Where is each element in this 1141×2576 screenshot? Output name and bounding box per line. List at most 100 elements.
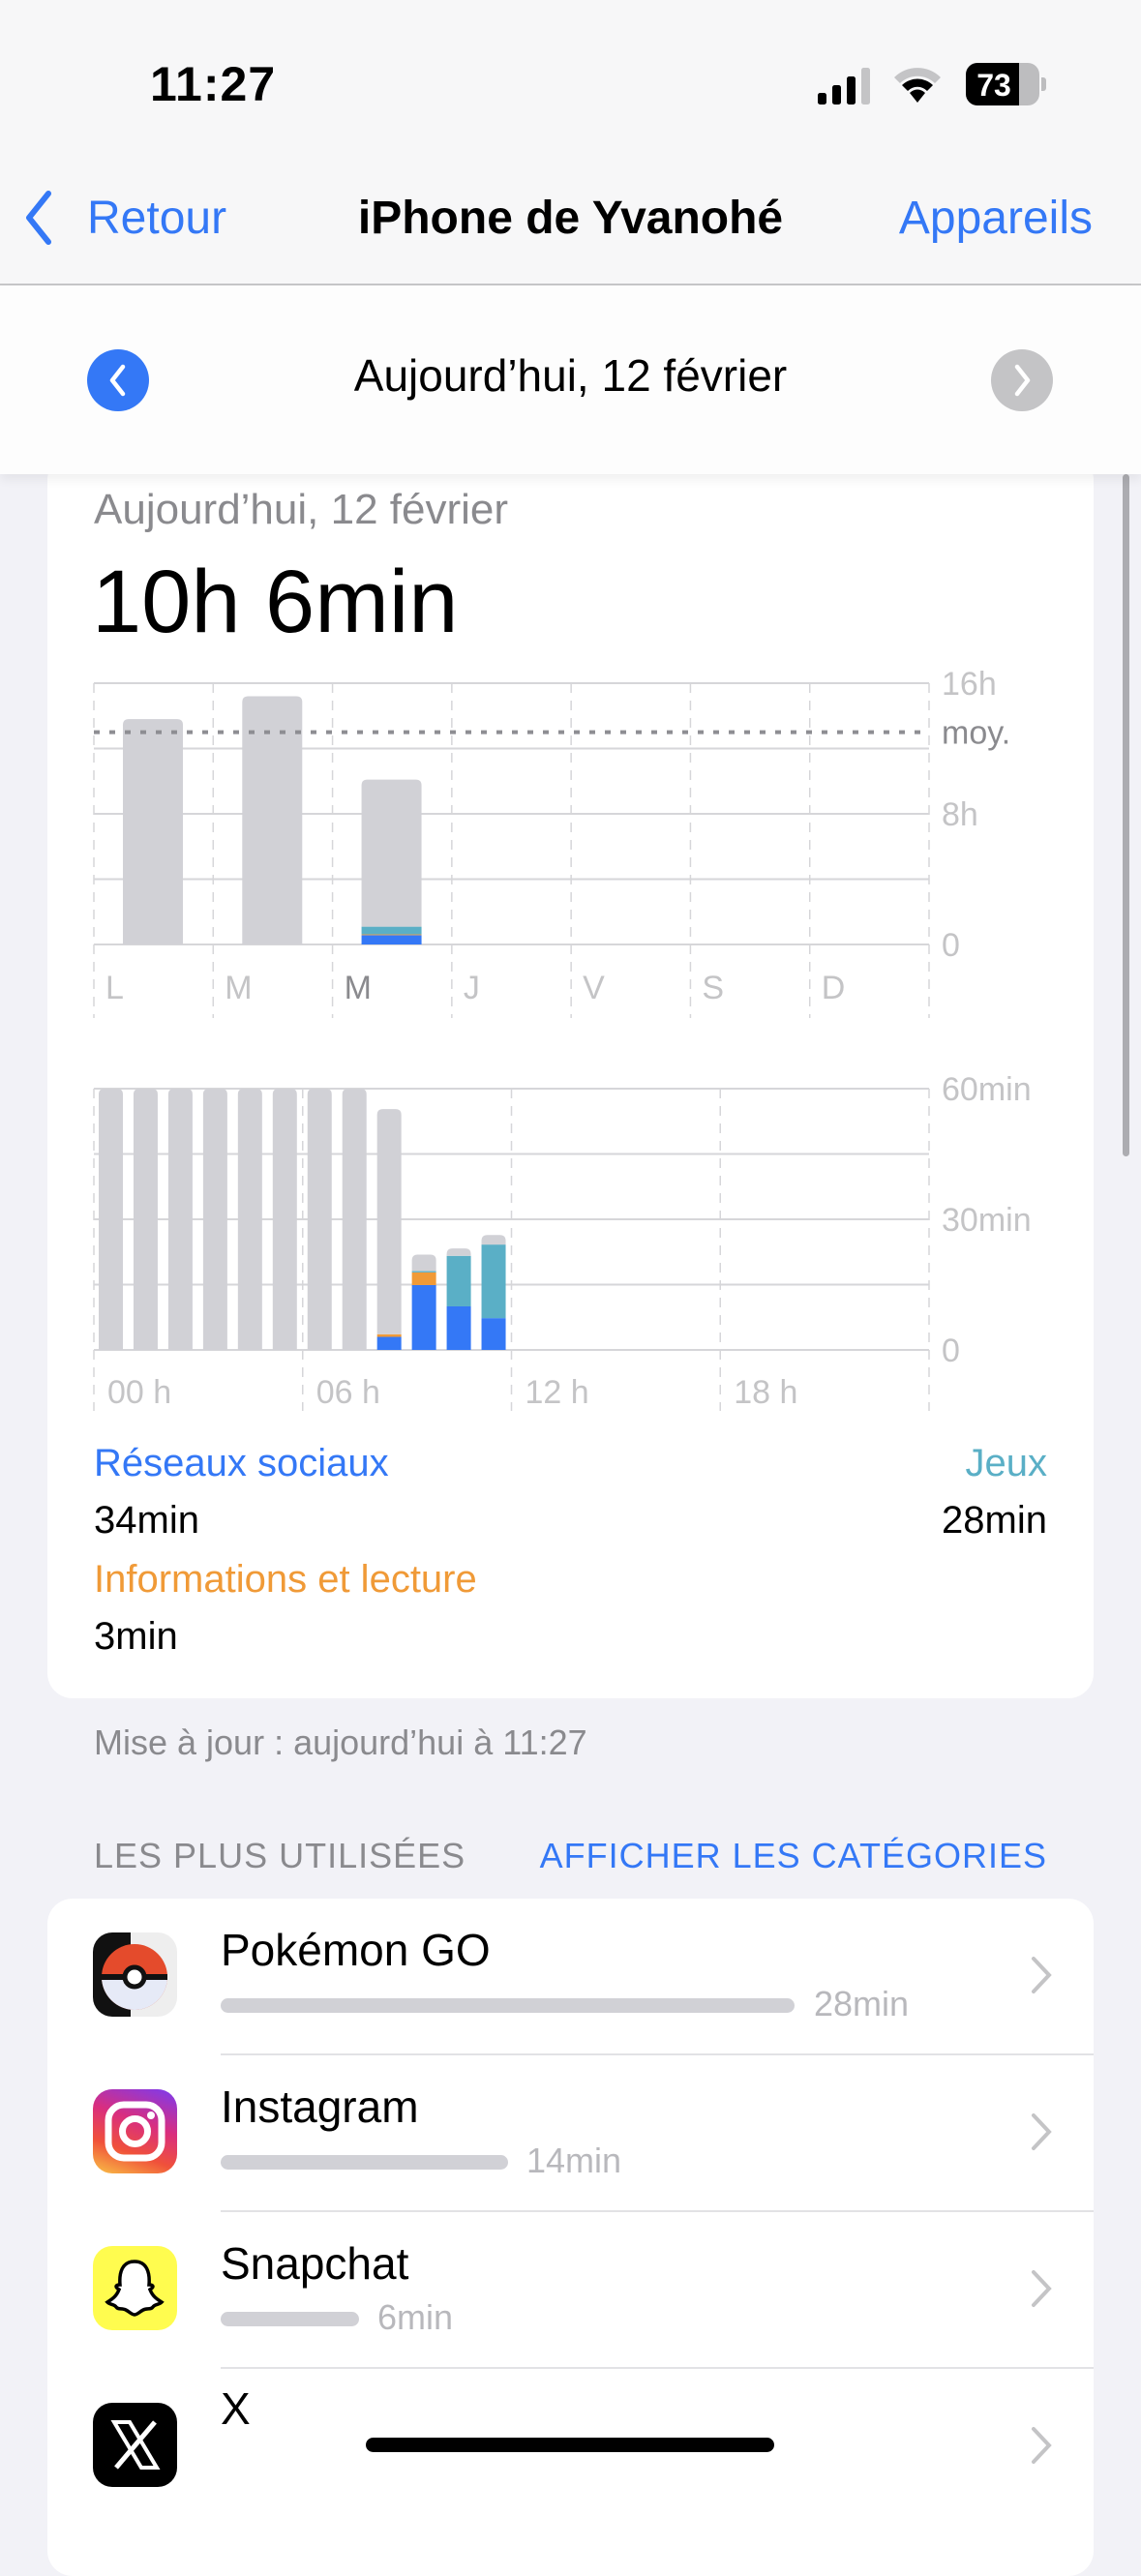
app-time: 28min [814,1984,910,2023]
app-name: X [221,2383,251,2434]
usage-summary-card: Aujourd’hui, 12 février 10h 6min Réseaux… [47,455,1094,1698]
bar-segment-other-h7 [342,1089,367,1350]
day-label: M [345,970,372,1006]
y-tick-label: 0 [942,1333,960,1369]
date-selector: Aujourd’hui, 12 février [0,285,1141,474]
legend-games[interactable]: Jeux 28min [942,1442,1047,1543]
chevron-right-icon [1032,2270,1052,2307]
chevron-right-icon [1032,1957,1052,1993]
legend-info-label: Informations et lecture [94,1558,477,1601]
legend-games-label: Jeux [965,1442,1048,1484]
list-item-instagram[interactable]: Instagram 14min [47,2055,1094,2212]
y-tick-label: 30min [942,1202,1032,1239]
last-updated: Mise à jour : aujourd’hui à 11:27 [94,1722,587,1762]
snapchat-app-icon [93,2246,177,2330]
app-name: Instagram [221,2082,419,2132]
back-button[interactable]: Retour [21,190,226,246]
bar-segment-other-h1 [133,1089,158,1350]
bar-segment-social-M [361,935,422,944]
next-day-button[interactable] [991,349,1053,411]
back-label: Retour [87,192,227,244]
bar-segment-other-h11 [481,1235,506,1245]
divider [221,2367,1094,2369]
home-indicator[interactable] [366,2438,774,2452]
bar-segment-info-M [361,934,422,936]
usage-bar [221,2312,359,2326]
instagram-app-icon [93,2089,177,2173]
legend-social[interactable]: Réseaux sociaux 34min [94,1442,389,1543]
bar-segment-games-M [361,926,422,935]
divider [221,2053,1094,2055]
bar-segment-other-h10 [446,1248,471,1256]
bar-segment-other-h8 [376,1109,402,1334]
day-label: J [464,970,480,1006]
hourly-usage-chart: 00 h 06 h 12 h 18 h 60min 30min 0 [93,1071,1032,1411]
app-name: Snapchat [221,2238,409,2289]
x-tick-label: 18 h [734,1374,797,1411]
date-label: Aujourd’hui, 12 février [353,350,788,401]
battery-icon: 73 [966,63,1047,105]
day-label: L [105,970,124,1006]
x-tick-label: 06 h [316,1374,380,1411]
bar-segment-other-h0 [99,1089,123,1350]
day-label: M [225,970,252,1006]
app-time: 14min [526,2141,622,2180]
bar-segment-other-h2 [167,1089,193,1350]
chevron-right-icon [1014,364,1031,397]
list-item-pokemon-go[interactable]: Pokémon GO 28min [47,1899,1094,2055]
y-tick-label: 16h [942,666,997,703]
app-time: 6min [377,2297,454,2337]
x-tick-label: 12 h [525,1374,589,1411]
legend-info[interactable]: Informations et lecture 3min [94,1558,477,1659]
chevron-right-icon [1032,2113,1052,2150]
day-label: D [822,970,846,1006]
legend-games-value: 28min [942,1499,1047,1542]
x-tick-label: 00 h [107,1374,171,1411]
day-label: V [583,970,605,1006]
pokemon-go-app-icon [93,1932,177,2017]
bar-segment-info-h8 [376,1333,402,1337]
cellular-signal-icon [818,68,870,105]
y-tick-label: 60min [942,1071,1032,1108]
legend-social-label: Réseaux sociaux [94,1442,389,1484]
bar-segment-other-M [361,779,422,927]
total-screen-time: 10h 6min [92,553,459,651]
show-categories-button[interactable]: AFFICHER LES CATÉGORIES [539,1836,1047,1875]
most-used-header: LES PLUS UTILISÉES [94,1836,466,1875]
bar-segment-games-h11 [481,1244,506,1319]
bar-segment-other-M [242,696,303,944]
bar-segment-other-h3 [202,1089,227,1350]
x-app-icon [93,2403,177,2487]
bar-segment-other-h4 [237,1089,262,1350]
legend-info-value: 3min [94,1615,178,1658]
chevron-right-icon [1032,2427,1052,2464]
usage-bar [221,1998,795,2013]
list-item-snapchat[interactable]: Snapchat 6min [47,2212,1094,2369]
legend-social-value: 34min [94,1499,199,1542]
previous-day-button[interactable] [87,349,149,411]
usage-bar [221,2155,508,2170]
devices-button[interactable]: Appareils [898,193,1093,244]
chevron-left-icon [26,191,51,245]
app-name: Pokémon GO [221,1925,491,1975]
wifi-icon [894,68,941,103]
bar-segment-social-h11 [481,1318,506,1350]
battery-level: 73 [976,68,1011,103]
top-bar: 11:27 73 Retour iPhone de Yvanohé Appare… [0,0,1141,285]
status-time: 11:27 [150,57,277,111]
y-tick-label: 0 [942,927,960,964]
most-used-list: Pokémon GO 28min Instagram 14min Snapcha… [47,1899,1094,2576]
bar-segment-games-h10 [446,1255,471,1306]
chevron-left-icon [109,364,126,397]
scrollbar[interactable] [1123,474,1129,1156]
bar-segment-social-h9 [411,1284,436,1350]
bar-segment-other-h9 [411,1254,436,1272]
bar-segment-games-h9 [411,1271,436,1273]
y-tick-label: 8h [942,796,978,833]
bar-segment-other-L [123,719,183,944]
average-label: moy. [942,715,1010,752]
bar-segment-info-h9 [411,1272,436,1285]
bar-segment-social-h8 [376,1336,402,1350]
divider [221,2210,1094,2212]
